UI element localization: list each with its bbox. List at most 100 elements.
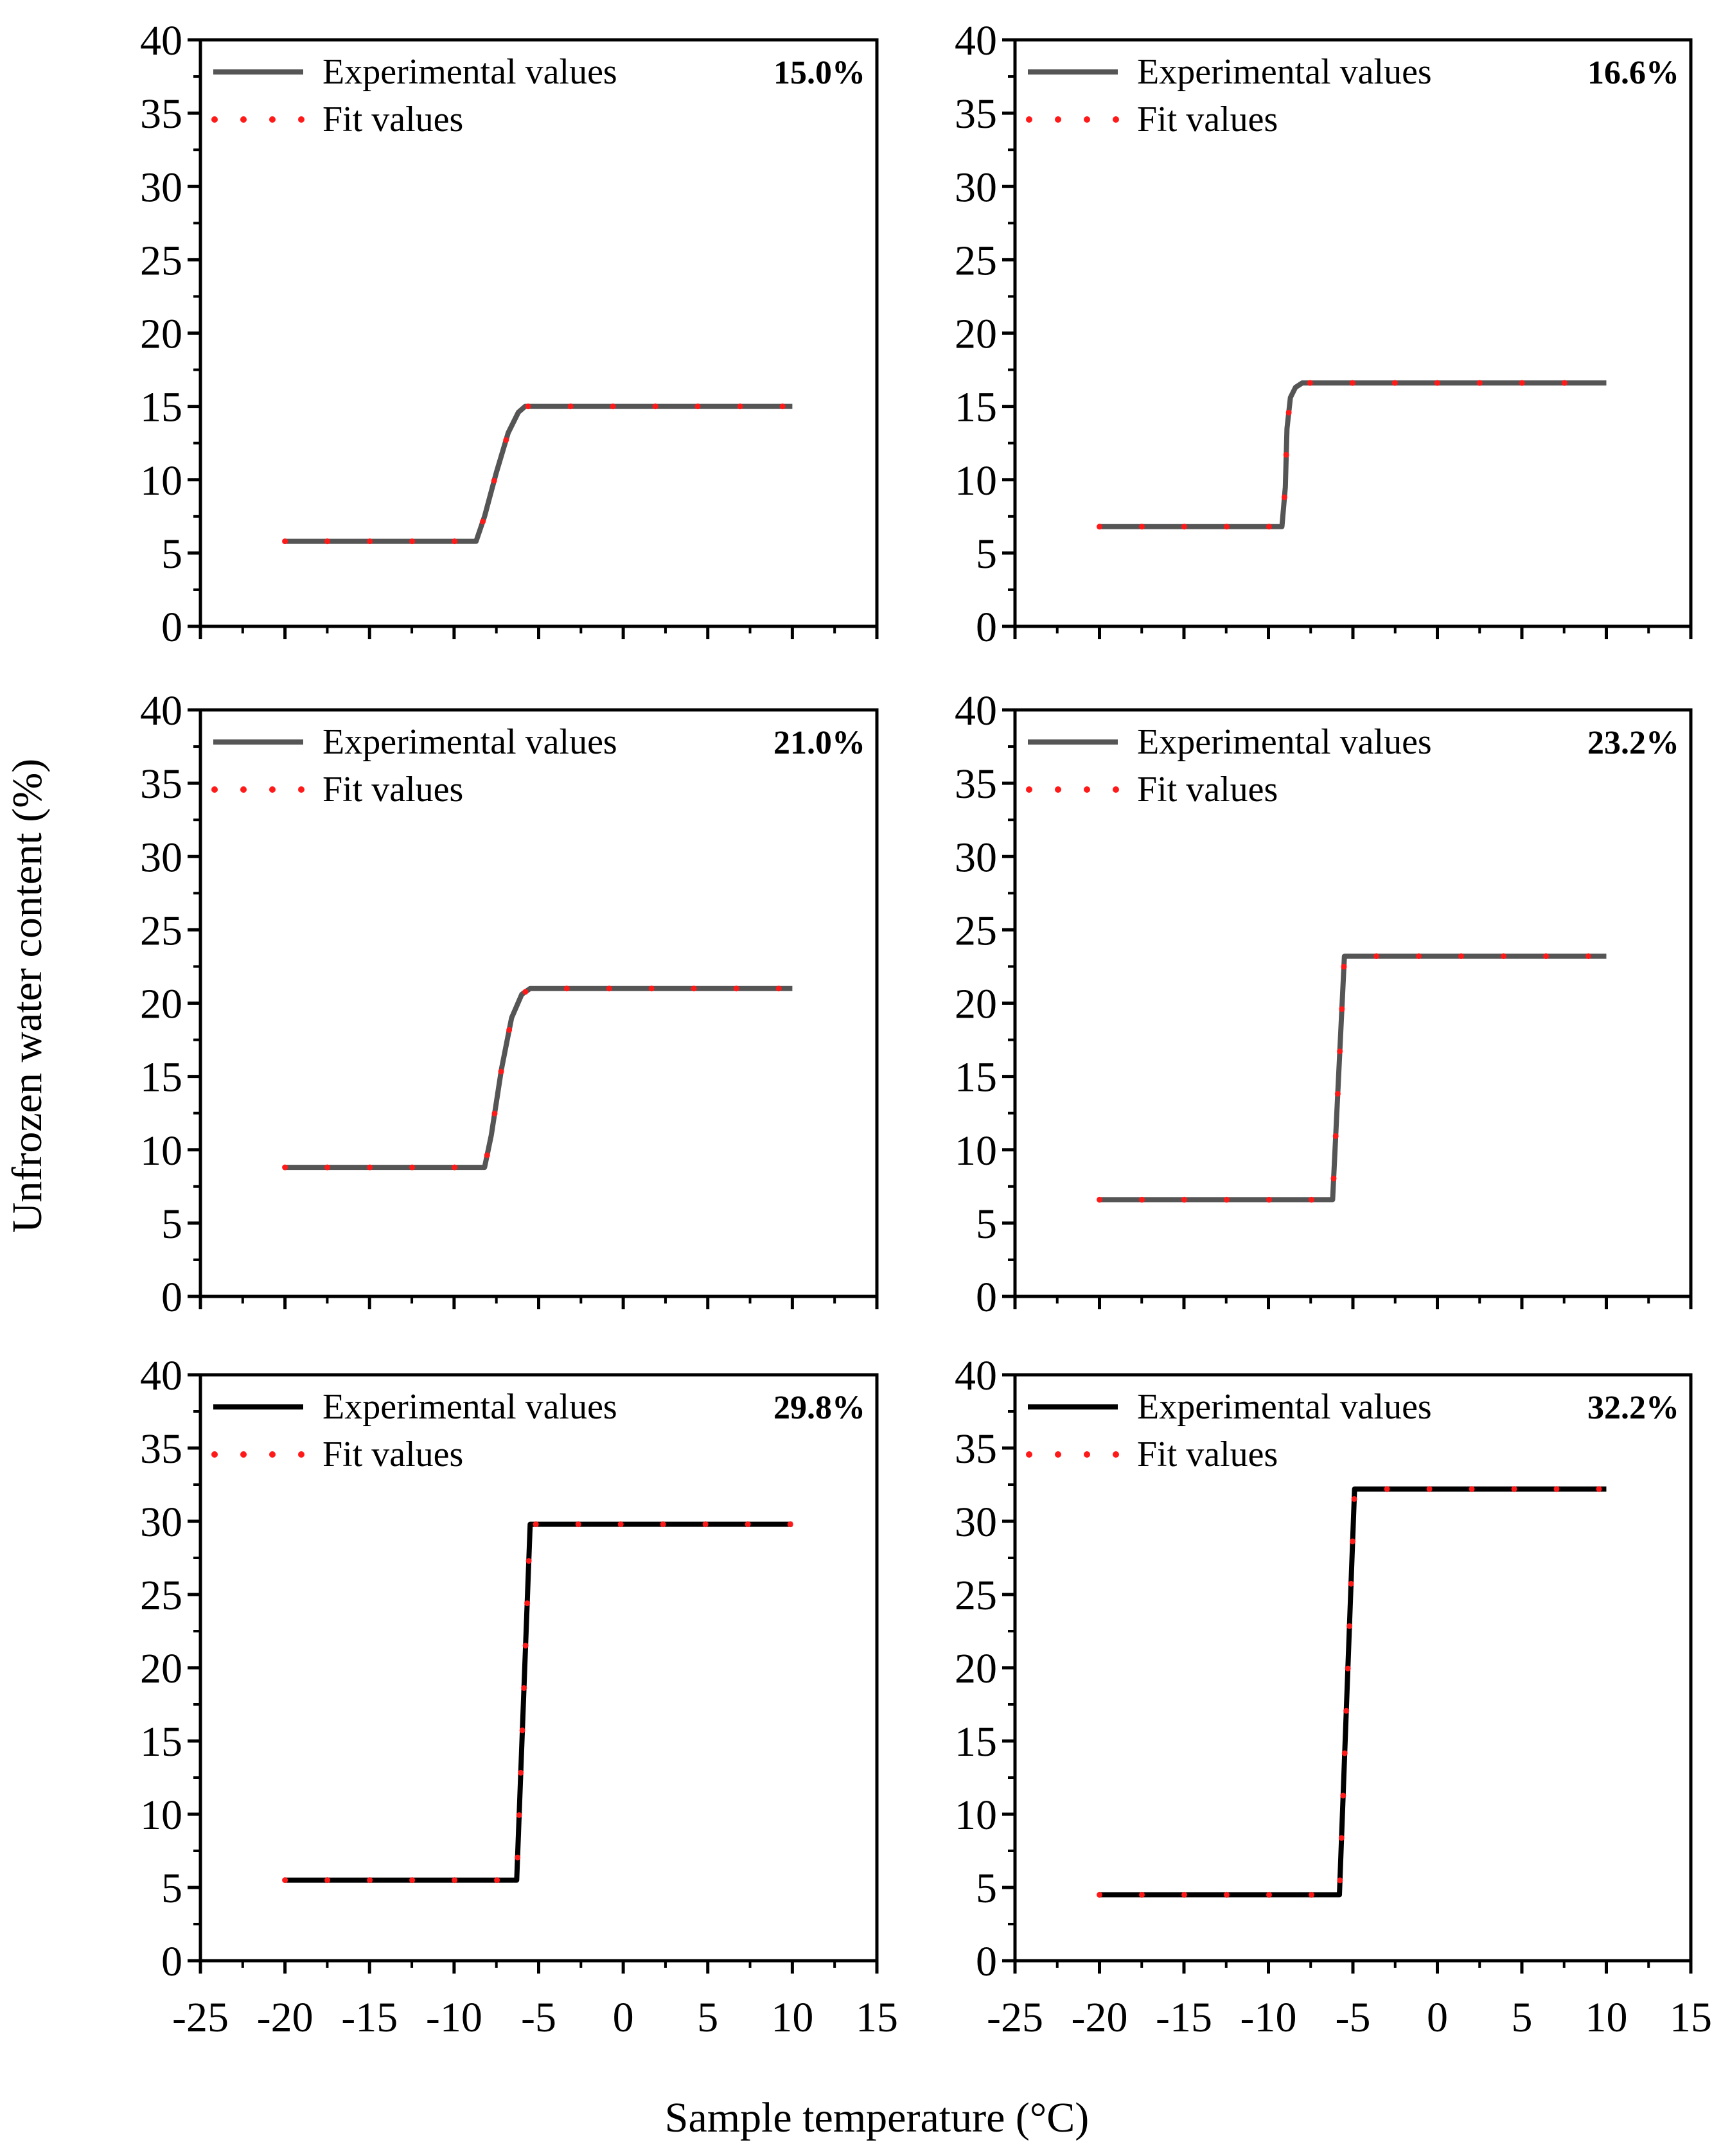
y-ticks: 0 5 10 15 20 25 30 35 40 (955, 1352, 1015, 1985)
y-tick-label: 15 (955, 384, 997, 431)
chart-panel-5: 0 5 10 15 20 25 30 35 40 -25 -20 -15 -10 -5 0 5 10 15 Expe… (140, 1352, 898, 2041)
panel-label: 23.2% (1587, 725, 1679, 761)
chart-panel-1: 0 5 10 15 20 25 30 35 40 Experimental values Fit v… (140, 17, 879, 651)
experimental-series-line (1099, 1486, 1607, 1898)
x-tick-label: -25 (987, 1994, 1043, 2041)
panel-label: 29.8% (773, 1390, 865, 1426)
fit-series-line (282, 985, 795, 1171)
legend: Experimental values Fit values (211, 722, 617, 809)
legend-label-experimental: Experimental values (322, 52, 617, 92)
x-tick-label: 0 (1427, 1994, 1448, 2041)
y-tick-label: 35 (140, 1426, 182, 1472)
y-axis-title: Unfrozen water content (%) (4, 759, 51, 1233)
legend-label-fit: Fit values (1137, 1435, 1278, 1474)
y-ticks: 0 5 10 15 20 25 30 35 40 (140, 1352, 200, 1985)
legend: Experimental values Fit values (1026, 52, 1432, 139)
x-tick-label: -20 (257, 1994, 313, 2041)
y-tick-label: 15 (955, 1719, 997, 1765)
y-tick-label: 20 (140, 981, 182, 1028)
y-tick-label: 5 (161, 1865, 182, 1912)
y-tick-label: 15 (955, 1054, 997, 1101)
fit-series-line (282, 403, 795, 545)
chart-panel-6: 0 5 10 15 20 25 30 35 40 -25 -20 -15 -10 -5 0 5 10 15 Expe… (955, 1352, 1712, 2041)
x-tick-label: 0 (613, 1994, 634, 2041)
y-tick-label: 0 (161, 604, 182, 651)
x-ticks (1013, 1296, 1693, 1309)
x-tick-label: -20 (1072, 1994, 1128, 2041)
x-ticks (199, 626, 879, 639)
x-tick-label: 10 (1585, 1994, 1628, 2041)
legend-label-fit: Fit values (322, 770, 463, 809)
x-tick-label: 5 (1512, 1994, 1533, 2041)
y-tick-label: 30 (955, 164, 997, 211)
y-tick-label: 5 (161, 531, 182, 578)
x-tick-label: -15 (341, 1994, 398, 2041)
y-tick-label: 5 (976, 1201, 997, 1248)
y-tick-label: 25 (140, 907, 182, 954)
fit-series-line (282, 1521, 795, 1884)
experimental-series-line (1099, 953, 1607, 1203)
legend-label-fit: Fit values (1137, 100, 1278, 139)
experimental-series-line (285, 985, 793, 1171)
chart-panel-3: 0 5 10 15 20 25 30 35 40 Experimental values Fit v… (140, 687, 879, 1321)
legend: Experimental values Fit values (211, 1387, 617, 1474)
legend-label-experimental: Experimental values (322, 722, 617, 762)
x-ticks (1013, 626, 1693, 639)
y-tick-label: 5 (976, 531, 997, 578)
y-ticks: 0 5 10 15 20 25 30 35 40 (140, 17, 200, 651)
plot-frame (1013, 708, 1693, 1298)
y-tick-label: 0 (161, 1274, 182, 1321)
y-tick-label: 20 (955, 1645, 997, 1692)
y-tick-label: 35 (955, 1426, 997, 1472)
y-tick-label: 20 (140, 1645, 182, 1692)
y-tick-label: 0 (161, 1938, 182, 1985)
y-tick-label: 30 (955, 834, 997, 881)
panel-label: 16.6% (1587, 55, 1679, 91)
y-tick-label: 0 (976, 1274, 997, 1321)
y-tick-label: 40 (140, 1352, 182, 1399)
y-tick-label: 25 (955, 907, 997, 954)
y-tick-label: 5 (976, 1865, 997, 1912)
plot-frame (199, 1373, 879, 1963)
y-tick-label: 20 (955, 981, 997, 1028)
y-tick-label: 25 (140, 237, 182, 284)
legend: Experimental values Fit values (1026, 722, 1432, 809)
plot-frame (1013, 1373, 1693, 1963)
x-tick-label: -10 (426, 1994, 482, 2041)
y-tick-label: 10 (140, 457, 182, 504)
y-tick-label: 0 (976, 1938, 997, 1985)
fit-series-line (1097, 380, 1609, 530)
y-tick-label: 40 (955, 687, 997, 734)
y-ticks: 0 5 10 15 20 25 30 35 40 (955, 687, 1015, 1321)
y-tick-label: 40 (955, 1352, 997, 1399)
panel-label: 21.0% (773, 725, 865, 761)
y-tick-label: 5 (161, 1201, 182, 1248)
legend-label-experimental: Experimental values (1137, 52, 1432, 92)
plot-frame (199, 708, 879, 1298)
legend-label-fit: Fit values (1137, 770, 1278, 809)
x-ticks: -25 -20 -15 -10 -5 0 5 10 15 (172, 1961, 898, 2041)
y-tick-label: 25 (140, 1572, 182, 1619)
x-tick-label: -10 (1240, 1994, 1297, 2041)
legend-label-experimental: Experimental values (1137, 722, 1432, 762)
y-tick-label: 25 (955, 1572, 997, 1619)
y-tick-label: 10 (955, 1792, 997, 1839)
y-tick-label: 10 (140, 1127, 182, 1174)
x-axis-title: Sample temperature (°C) (665, 2094, 1089, 2141)
chart-panel-4: 0 5 10 15 20 25 30 35 40 Experimental values Fit v… (955, 687, 1693, 1321)
y-tick-label: 20 (140, 311, 182, 358)
x-tick-label: -5 (1336, 1994, 1371, 2041)
x-tick-label: 10 (771, 1994, 813, 2041)
x-tick-label: 5 (697, 1994, 718, 2041)
y-tick-label: 35 (140, 91, 182, 137)
legend: Experimental values Fit values (1026, 1387, 1432, 1474)
y-tick-label: 30 (140, 1499, 182, 1546)
experimental-series-line (1099, 380, 1607, 529)
y-tick-label: 15 (140, 1719, 182, 1765)
x-tick-label: -15 (1156, 1994, 1212, 2041)
x-tick-label: -5 (521, 1994, 556, 2041)
legend-label-fit: Fit values (322, 1435, 463, 1474)
experimental-series-line (285, 403, 793, 544)
y-tick-label: 0 (976, 604, 997, 651)
